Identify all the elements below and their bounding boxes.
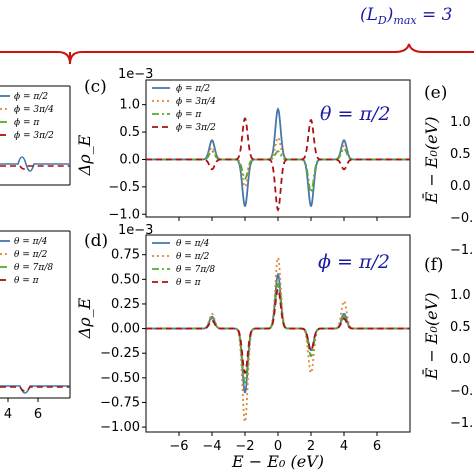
ytick-label: −1.00 (100, 420, 140, 435)
ytick-label: 0.5 (450, 320, 471, 335)
panel-e-ylabel: Ē − E₀(eV) (421, 117, 441, 205)
xtick-label: −4 (202, 439, 221, 454)
xtick-label: −6 (169, 439, 188, 454)
xtick-label: 4 (340, 439, 348, 454)
legend-label: θ = π/4 (14, 237, 48, 247)
ytick-label: 1.0 (450, 288, 471, 303)
ytick-label: 0.50 (111, 272, 140, 287)
legend-label: θ = π/2 (14, 250, 48, 260)
ytick-label: 0.5 (450, 147, 471, 162)
brace-left (0, 51, 71, 65)
ytick-label: 1.0 (119, 98, 140, 113)
panel-f-label: (f) (424, 255, 444, 275)
ytick-label: −0.50 (100, 371, 140, 386)
series-line-3 (146, 282, 410, 384)
panel-d-label: (d) (84, 231, 108, 251)
left-top-panel: ϕ = π/2 ϕ = 3π/4 ϕ = π ϕ = 3π/2 (0, 85, 71, 186)
left-top-curve-red (0, 165, 70, 170)
xtick-label: 0 (274, 439, 282, 454)
legend-label: θ = π (176, 278, 202, 288)
panel-e: (e) Ē − E₀(eV) 1.0 0.5 0.0 −0.5 −1.0 (421, 83, 474, 258)
panel-d-xlabel: E − E₀ (eV) (231, 452, 324, 471)
legend-label: θ = π (14, 276, 40, 286)
legend-label: ϕ = 3π/4 (14, 105, 54, 115)
legend-label: ϕ = 3π/2 (176, 123, 216, 133)
ytick-label: 0.75 (111, 248, 140, 263)
left-bottom-curve (0, 385, 70, 394)
panel-c-label: (c) (84, 77, 107, 97)
legend-label: ϕ = π/2 (176, 84, 210, 94)
series-line-4 (146, 287, 410, 374)
xtick-label: 2 (307, 439, 315, 454)
xtick-label: −2 (235, 439, 254, 454)
ytick-label: −0.5 (450, 384, 474, 399)
left-bottom-xtick-0: 4 (4, 407, 12, 422)
legend-label: ϕ = π/2 (14, 92, 48, 102)
panel-c-scale: 1e−3 (118, 67, 153, 82)
ytick-label: −1.0 (108, 207, 140, 222)
brace-right (69, 43, 474, 65)
ytick-label: 0.0 (450, 352, 471, 367)
legend-label: ϕ = π (176, 110, 202, 120)
left-top-curve (0, 156, 70, 172)
ytick-label: −0.75 (100, 395, 140, 410)
series-line-1 (146, 272, 410, 394)
panel-f-ylabel: Ē − E₀(eV) (421, 293, 441, 381)
series-line-4 (146, 117, 410, 212)
ytick-label: 0.0 (119, 152, 140, 167)
series-line-2 (146, 136, 410, 194)
panel-d-scale: 1e−3 (118, 223, 153, 238)
ytick-label: 0.00 (111, 322, 140, 337)
legend-label: ϕ = 3π/2 (14, 131, 54, 141)
panel-d: (d) 1e−3 Δρ_E ϕ = π/2 E − E₀ (eV) −1.00 −… (75, 223, 411, 471)
header-text: (LD)max = 3 (360, 5, 452, 27)
legend-label: ϕ = π (14, 118, 40, 128)
xtick-label: 6 (373, 439, 381, 454)
legend-label: θ = π/4 (176, 239, 210, 249)
ytick-label: −0.5 (108, 180, 140, 195)
ytick-label: −0.25 (100, 346, 140, 361)
panel-d-annotation: ϕ = π/2 (318, 251, 390, 273)
ytick-label: 0.5 (119, 125, 140, 140)
legend-label: ϕ = 3π/4 (176, 97, 216, 107)
ytick-label: 0.0 (450, 179, 471, 194)
ytick-label: −0.5 (450, 211, 474, 226)
panel-f: (f) Ē − E₀(eV) 1.0 0.5 0.0 −0.5 −1.0 (421, 255, 474, 431)
panel-c: (c) 1e−3 Δρ_E θ = π/2 −1.0 −0.5 0.0 0.5 1.0 ϕ… (75, 67, 411, 222)
left-bottom-curve-red (0, 386, 70, 392)
legend-label: θ = π/2 (176, 252, 210, 262)
panel-c-ylabel: Δρ_E (75, 134, 94, 176)
left-bottom-panel: θ = π/4 θ = π/2 θ = 7π/8 θ = π 4 6 (0, 230, 71, 422)
ytick-label: −1.0 (450, 243, 474, 258)
left-bottom-xtick-1: 6 (34, 407, 42, 422)
series-line-3 (146, 147, 410, 194)
panel-c-annotation: θ = π/2 (320, 103, 390, 125)
ytick-label: 0.25 (111, 297, 140, 312)
legend-label: θ = 7π/8 (14, 263, 53, 273)
panel-e-label: (e) (424, 83, 447, 103)
panel-d-ylabel: Δρ_E (75, 297, 94, 339)
legend-label: θ = 7π/8 (176, 265, 215, 275)
ytick-label: −1.0 (450, 416, 474, 431)
ytick-label: 1.0 (450, 115, 471, 130)
